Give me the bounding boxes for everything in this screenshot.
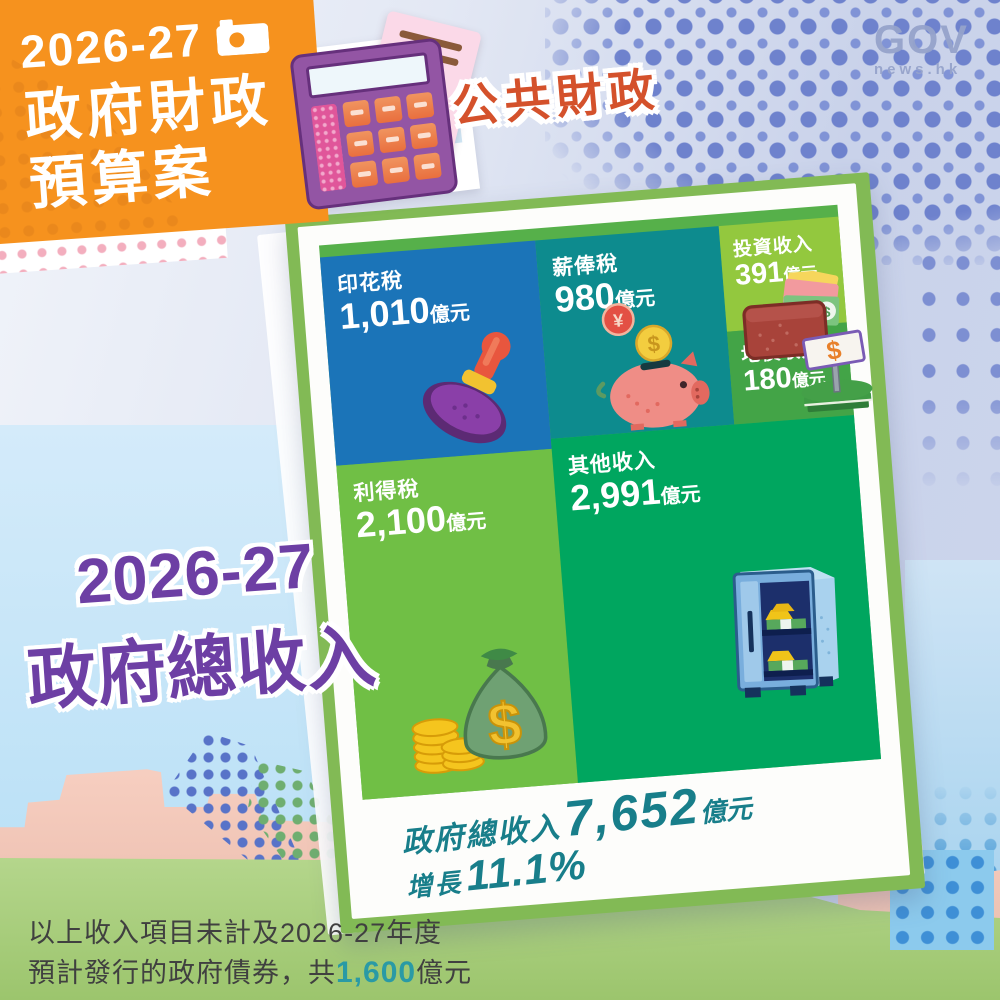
- stamp-icon: [422, 332, 511, 444]
- svg-text:$: $: [825, 336, 844, 366]
- total-revenue-unit: 億元: [698, 793, 754, 829]
- halftone-dots-right: [912, 245, 1000, 495]
- footnote-bond-amount: 1,600: [336, 956, 417, 990]
- banner-year: 2026-27: [18, 13, 205, 79]
- calculator-keypad: [310, 91, 442, 192]
- banner-year-row: 2026-27: [18, 4, 317, 79]
- svg-text:$: $: [647, 330, 662, 356]
- side-title: 2026-27 政府總收入: [2, 525, 395, 725]
- wallet-icon: $: [742, 267, 840, 361]
- calculator-screen: [305, 52, 431, 99]
- treemap-box-stamp-duty: 印花稅 1,010億元: [319, 240, 552, 467]
- banner-title: 政府財政 預算案: [23, 64, 328, 219]
- treemap-box-land-premium: 地價收入 180億元 $: [727, 322, 873, 424]
- svg-text:$: $: [485, 690, 523, 759]
- calculator-icon: [289, 37, 459, 211]
- treemap-box-profits-tax: 利得稅 2,100億元 $: [336, 449, 578, 800]
- footnote-line2: 預計發行的政府債券，共1,600億元: [28, 952, 472, 995]
- land-sign-icon: $: [801, 329, 873, 412]
- camera-icon: [216, 19, 270, 56]
- footnote-line1: 以上收入項目未計及2026-27年度: [28, 918, 443, 948]
- gov-logo-sub: news.hk: [874, 61, 962, 78]
- footnote-line2-suffix: 億元: [416, 958, 473, 989]
- green-frame-card: 印花稅 1,010億元: [284, 172, 926, 934]
- calculator-side-strip: [310, 103, 347, 192]
- footnote-line2-prefix: 預計發行的政府債券，共: [28, 958, 336, 989]
- money-bag-icon: $: [411, 648, 548, 774]
- svg-text:$: $: [822, 305, 830, 321]
- piggy-bank-icon: ¥ $: [596, 302, 710, 433]
- safe-icon: [732, 566, 839, 698]
- footnote: 以上收入項目未計及2026-27年度 預計發行的政府債券，共1,600億元: [28, 914, 472, 995]
- svg-text:¥: ¥: [613, 309, 626, 331]
- revenue-treemap: 印花稅 1,010億元: [318, 204, 882, 800]
- treemap-box-other-revenue: 其他收入 2,991億元: [550, 414, 881, 783]
- budget-banner: 2026-27 政府財政 預算案: [0, 0, 329, 245]
- revenue-card: 印花稅 1,010億元: [297, 183, 911, 919]
- gov-logo-name: GOV: [874, 18, 969, 62]
- growth-label: 增長: [404, 867, 464, 903]
- treemap-box-salaries-tax: 薪俸稅 980億元 ¥ $: [535, 226, 735, 439]
- gov-news-logo: GOV news.hk: [874, 18, 969, 78]
- treemap-box-investment-income: 投資收入 391億元 $: [719, 216, 847, 361]
